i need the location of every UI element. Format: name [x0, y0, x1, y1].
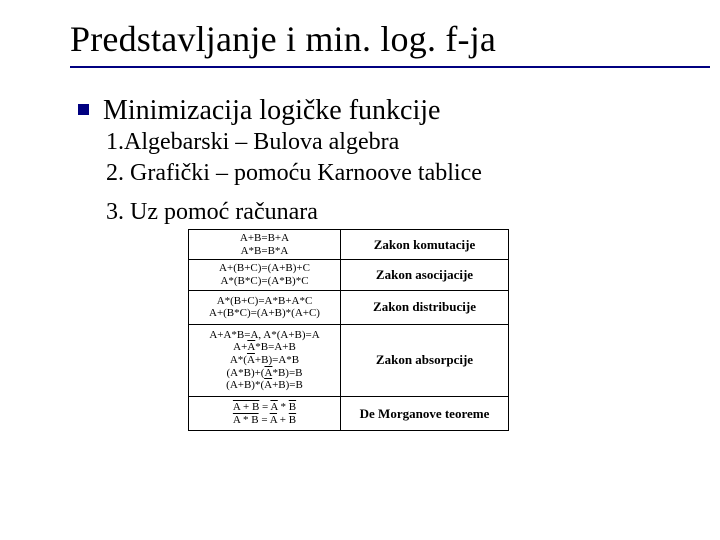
formula-cell: A+A*B=A, A*(A+B)=A A+A*B=A+B A*(A+B)=A*B… — [189, 324, 341, 396]
table-row: A+(B+C)=(A+B)+C A*(B*C)=(A*B)*C Zakon as… — [189, 260, 509, 290]
laws-table: A+B=B+A A*B=B*A Zakon komutacije A+(B+C)… — [188, 229, 509, 431]
table-row: A+B=B+A A*B=B*A Zakon komutacije — [189, 230, 509, 260]
formula-cell: A + B = A * B A * B = A + B — [189, 397, 341, 431]
table-row: A+A*B=A, A*(A+B)=A A+A*B=A+B A*(A+B)=A*B… — [189, 324, 509, 396]
law-label-cell: De Morganove teoreme — [341, 397, 509, 431]
title-block: Predstavljanje i min. log. f-ja — [70, 18, 694, 68]
formula-cell: A+(B+C)=(A+B)+C A*(B*C)=(A*B)*C — [189, 260, 341, 290]
list-item-2: 2. Grafički – pomoću Karnoove tablice — [106, 160, 694, 187]
title-underline — [70, 66, 710, 68]
list-item-1: 1.Algebarski – Bulova algebra — [106, 129, 694, 156]
law-label-cell: Zakon asocijacije — [341, 260, 509, 290]
law-label-cell: Zakon distribucije — [341, 290, 509, 324]
formula-cell: A+B=B+A A*B=B*A — [189, 230, 341, 260]
table-row: A + B = A * B A * B = A + B De Morganove… — [189, 397, 509, 431]
square-bullet-icon — [78, 104, 89, 115]
subtitle-row: Minimizacija logičke funkcije — [78, 94, 694, 127]
page-title: Predstavljanje i min. log. f-ja — [70, 18, 694, 60]
slide-body: Minimizacija logičke funkcije 1.Algebars… — [78, 94, 694, 226]
list-item-3: 3. Uz pomoć računara — [106, 199, 694, 226]
formula-cell: A*(B+C)=A*B+A*C A+(B*C)=(A+B)*(A+C) — [189, 290, 341, 324]
law-label-cell: Zakon absorpcije — [341, 324, 509, 396]
table-row: A*(B+C)=A*B+A*C A+(B*C)=(A+B)*(A+C) Zako… — [189, 290, 509, 324]
slide: Predstavljanje i min. log. f-ja Minimiza… — [0, 0, 720, 540]
law-label-cell: Zakon komutacije — [341, 230, 509, 260]
subtitle: Minimizacija logičke funkcije — [103, 94, 440, 127]
